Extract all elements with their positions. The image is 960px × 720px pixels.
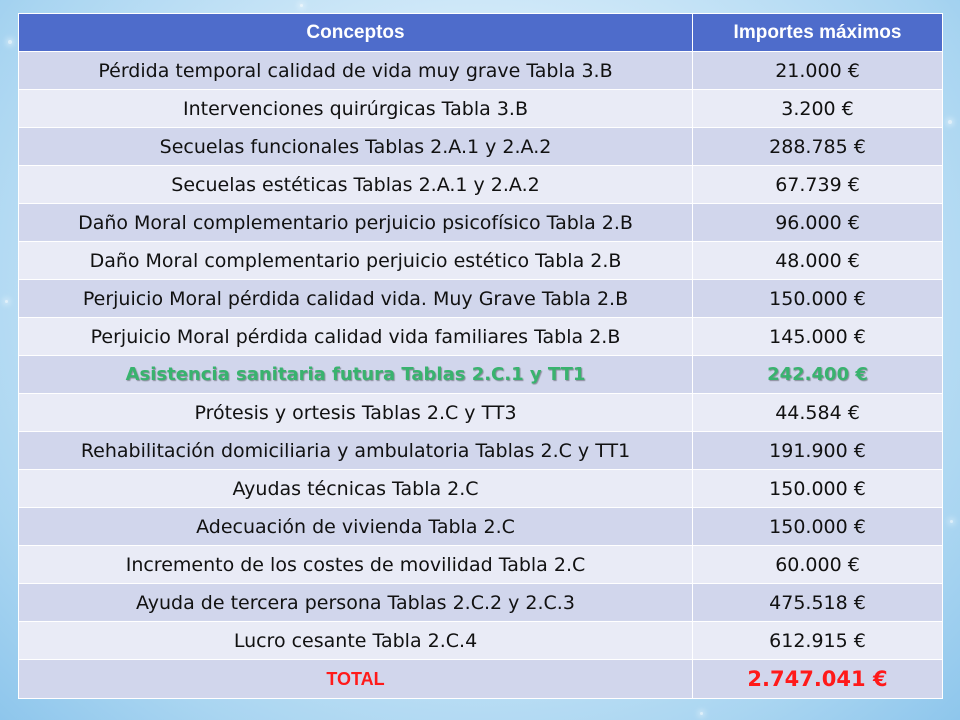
table-row-highlighted: Asistencia sanitaria futura Tablas 2.C.1… [18,355,943,394]
concept-cell: Secuelas estéticas Tablas 2.A.1 y 2.A.2 [18,165,693,204]
amount-cell: 67.739 € [692,165,943,204]
amount-cell: 475.518 € [692,583,943,622]
amount-cell: 612.915 € [692,621,943,660]
amount-cell: 3.200 € [692,89,943,128]
sparkle-decoration [950,520,953,523]
concept-cell: Pérdida temporal calidad de vida muy gra… [18,51,693,90]
table-row: Intervenciones quirúrgicas Tabla 3.B 3.20… [18,89,943,128]
table-row: Daño Moral complementario perjuicio psic… [18,203,943,242]
table-row: Lucro cesante Tabla 2.C.4 612.915 € [18,621,943,660]
table-row: Perjuicio Moral pérdida calidad vida fam… [18,317,943,356]
table-row: Incremento de los costes de movilidad Ta… [18,545,943,584]
column-header-amounts: Importes máximos [692,13,943,52]
concept-cell: Rehabilitación domiciliaria y ambulatori… [18,431,693,470]
table-row: Perjuicio Moral pérdida calidad vida. Mu… [18,279,943,318]
amount-cell: 288.785 € [692,127,943,166]
table-row: Rehabilitación domiciliaria y ambulatori… [18,431,943,470]
amount-cell: 242.400 € [692,355,943,394]
table-row: Ayudas técnicas Tabla 2.C 150.000 € [18,469,943,508]
table-header-row: Conceptos Importes máximos [18,13,943,52]
amount-cell: 60.000 € [692,545,943,584]
table-row: Daño Moral complementario perjuicio esté… [18,241,943,280]
amount-cell: 150.000 € [692,279,943,318]
table-row: Prótesis y ortesis Tablas 2.C y TT3 44.58… [18,393,943,432]
concept-cell: Secuelas funcionales Tablas 2.A.1 y 2.A.… [18,127,693,166]
concept-cell: Ayudas técnicas Tabla 2.C [18,469,693,508]
table-row: Secuelas estéticas Tablas 2.A.1 y 2.A.2 6… [18,165,943,204]
concept-cell: Perjuicio Moral pérdida calidad vida. Mu… [18,279,693,318]
concept-cell: Lucro cesante Tabla 2.C.4 [18,621,693,660]
sparkle-decoration [300,4,303,7]
amount-cell: 150.000 € [692,507,943,546]
concept-cell: Ayuda de tercera persona Tablas 2.C.2 y … [18,583,693,622]
concept-cell: Daño Moral complementario perjuicio psic… [18,203,693,242]
concept-cell: Incremento de los costes de movilidad Ta… [18,545,693,584]
amount-cell: 48.000 € [692,241,943,280]
sparkle-decoration [948,120,952,124]
table-row: Secuelas funcionales Tablas 2.A.1 y 2.A.… [18,127,943,166]
table-row: Ayuda de tercera persona Tablas 2.C.2 y … [18,583,943,622]
amounts-table: Conceptos Importes máximos Pérdida tempo… [18,13,943,699]
total-amount: 2.747.041 € [692,659,943,699]
column-header-concepts: Conceptos [18,13,693,52]
sparkle-decoration [700,712,703,715]
amount-cell: 21.000 € [692,51,943,90]
sparkle-decoration [5,300,8,303]
total-label: TOTAL [18,659,693,699]
concept-cell: Daño Moral complementario perjuicio esté… [18,241,693,280]
sparkle-decoration [8,40,12,44]
concept-cell: Prótesis y ortesis Tablas 2.C y TT3 [18,393,693,432]
concept-cell: Asistencia sanitaria futura Tablas 2.C.1… [18,355,693,394]
table-row: Adecuación de vivienda Tabla 2.C 150.000 … [18,507,943,546]
table-body: Pérdida temporal calidad de vida muy gra… [18,51,943,699]
amount-cell: 44.584 € [692,393,943,432]
total-row: TOTAL 2.747.041 € [18,659,943,699]
amount-cell: 191.900 € [692,431,943,470]
amount-cell: 145.000 € [692,317,943,356]
amount-cell: 150.000 € [692,469,943,508]
concept-cell: Adecuación de vivienda Tabla 2.C [18,507,693,546]
concept-cell: Perjuicio Moral pérdida calidad vida fam… [18,317,693,356]
table-row: Pérdida temporal calidad de vida muy gra… [18,51,943,90]
amount-cell: 96.000 € [692,203,943,242]
concept-cell: Intervenciones quirúrgicas Tabla 3.B [18,89,693,128]
